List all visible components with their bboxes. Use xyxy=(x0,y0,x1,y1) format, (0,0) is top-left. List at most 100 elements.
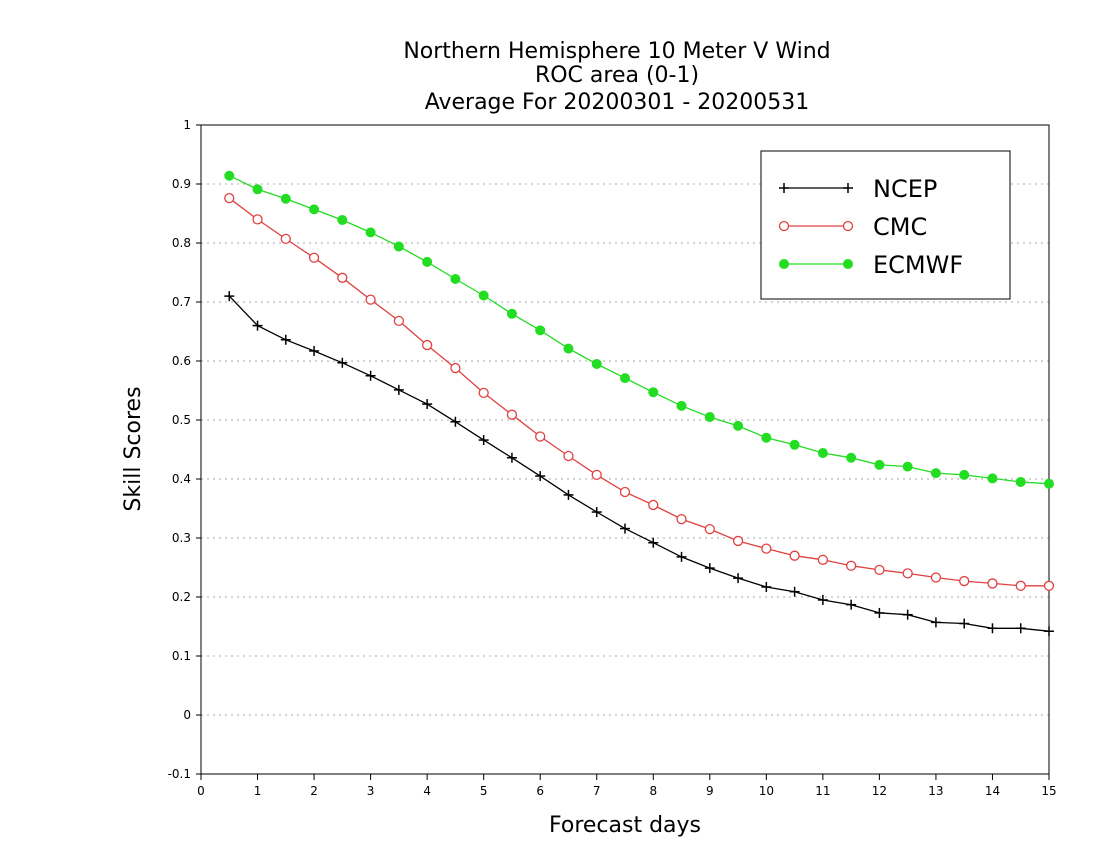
ecmwf-point xyxy=(563,343,574,354)
ncep-point xyxy=(337,357,348,368)
ecmwf-point xyxy=(1044,478,1054,489)
cmc-point xyxy=(676,513,687,525)
x-tick-label: 4 xyxy=(423,784,431,798)
ncep-point xyxy=(422,399,433,410)
legend-marker xyxy=(843,259,853,269)
ecmwf-point xyxy=(902,461,913,472)
cmc-point xyxy=(704,524,715,535)
cmc-point xyxy=(817,554,829,565)
title-line-2: ROC area (0-1) xyxy=(535,63,699,88)
ncep-point xyxy=(393,384,404,395)
ecmwf-point xyxy=(591,358,602,369)
x-tick-label: 15 xyxy=(1041,784,1056,798)
y-tick-label: 0.5 xyxy=(172,413,191,427)
ecmwf-point xyxy=(846,452,857,463)
x-axis-label: Forecast days xyxy=(549,813,701,838)
chart-title: Northern Hemisphere 10 Meter V Wind ROC … xyxy=(403,39,830,115)
legend-marker xyxy=(778,220,790,232)
ecmwf-point xyxy=(733,420,744,431)
series-ecmwf xyxy=(224,170,1054,489)
title-line-3: Average For 20200301 - 20200531 xyxy=(425,90,810,115)
ncep-point xyxy=(959,618,970,629)
cmc-point xyxy=(506,409,518,420)
x-tick-label: 6 xyxy=(536,784,544,798)
cmc-point xyxy=(959,575,970,587)
cmc-point xyxy=(393,315,405,327)
ncep-point xyxy=(506,452,517,463)
ncep-point xyxy=(1044,626,1054,637)
ecmwf-point xyxy=(874,459,885,470)
ncep-point xyxy=(930,617,941,628)
ncep-point xyxy=(846,599,857,610)
ncep-point xyxy=(1015,623,1026,634)
x-tick-label: 0 xyxy=(197,784,205,798)
ecmwf-point xyxy=(1015,476,1026,487)
y-tick-label: 0.1 xyxy=(172,649,191,663)
plot-area-frame xyxy=(200,124,1050,775)
y-tick-label: 0 xyxy=(183,708,191,722)
cmc-point xyxy=(845,560,857,571)
legend-item-ncep: NCEP xyxy=(779,175,937,203)
x-tick-label: 2 xyxy=(310,784,318,798)
ecmwf-point xyxy=(620,373,630,384)
ecmwf-point xyxy=(535,325,546,336)
cmc-point xyxy=(732,535,744,547)
ncep-point xyxy=(563,489,574,500)
x-tick-label: 13 xyxy=(928,784,943,798)
x-tick-label: 1 xyxy=(254,784,262,798)
cmc-point xyxy=(252,214,263,225)
ncep-point xyxy=(987,623,998,634)
legend-item-cmc: CMC xyxy=(778,213,927,241)
cmc-point xyxy=(563,450,574,462)
x-tick-label: 12 xyxy=(872,784,887,798)
legend-marker xyxy=(843,183,853,193)
ecmwf-point xyxy=(789,439,800,450)
ncep-point xyxy=(224,291,235,302)
cmc-point xyxy=(421,339,433,351)
legend-item-ecmwf: ECMWF xyxy=(779,251,963,279)
cmc-point xyxy=(337,272,348,283)
ecmwf-point xyxy=(506,308,517,319)
cmc-point xyxy=(478,387,489,399)
cmc-point xyxy=(280,233,291,245)
ecmwf-point xyxy=(817,448,828,459)
cmc-point xyxy=(450,362,461,374)
cmc-point xyxy=(535,431,546,442)
title-line-1: Northern Hemisphere 10 Meter V Wind xyxy=(403,39,830,64)
ncep-point xyxy=(733,573,744,584)
ncep-point xyxy=(450,416,461,427)
x-tick-label: 10 xyxy=(759,784,774,798)
x-tick-label: 8 xyxy=(649,784,657,798)
cmc-point xyxy=(365,294,376,305)
y-axis-label: Skill Scores xyxy=(121,386,146,511)
data-series xyxy=(224,170,1055,637)
ncep-point xyxy=(535,471,546,482)
ecmwf-point xyxy=(930,468,941,479)
ncep-point xyxy=(478,435,489,446)
ncep-point xyxy=(591,507,602,518)
ecmwf-point xyxy=(761,432,772,443)
ecmwf-point xyxy=(393,241,404,252)
y-tick-label: 1 xyxy=(183,118,191,132)
y-tick-label: 0.8 xyxy=(172,236,191,250)
legend-label-ncep: NCEP xyxy=(873,175,937,203)
cmc-point xyxy=(224,193,235,204)
ncep-point xyxy=(902,609,913,620)
legend-marker xyxy=(842,220,854,232)
y-tick-label: -0.1 xyxy=(168,767,191,781)
ecmwf-point xyxy=(704,412,715,423)
axis-ticks: -0.100.10.20.30.40.50.60.70.80.910 1 2 3 4 5 6… xyxy=(168,118,1057,798)
y-tick-label: 0.4 xyxy=(172,472,191,486)
series-ncep xyxy=(224,291,1054,637)
ncep-point xyxy=(309,345,320,356)
series-cmc xyxy=(224,193,1055,591)
ecmwf-point xyxy=(280,193,291,204)
ecmwf-point xyxy=(337,214,348,225)
y-tick-label: 0.3 xyxy=(172,531,191,545)
ncep-point xyxy=(676,551,687,562)
cmc-point xyxy=(902,568,913,579)
y-tick-label: 0.2 xyxy=(172,590,191,604)
ecmwf-point xyxy=(987,473,998,484)
cmc-point xyxy=(1043,580,1055,591)
